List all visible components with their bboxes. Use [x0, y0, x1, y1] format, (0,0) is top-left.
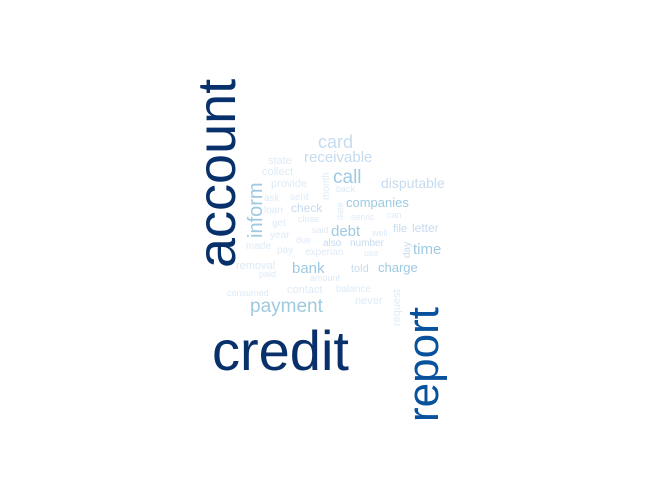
word-bank: bank [292, 260, 325, 277]
word-disputable: disputable [381, 175, 445, 191]
word-month: month [321, 172, 332, 200]
word-back: back [336, 184, 356, 194]
word-collect: collect [262, 166, 293, 178]
word-due: due [296, 235, 311, 245]
word-call: call [333, 167, 362, 188]
word-request: request [391, 289, 403, 326]
word-charge: charge [378, 260, 418, 275]
word-never: never [355, 295, 383, 307]
word-file: file [393, 223, 407, 235]
word-loan: loan [264, 205, 283, 216]
word-contact: contact [287, 284, 322, 296]
word-use: use [364, 248, 379, 258]
word-paid: paid [259, 269, 276, 279]
word-credit: credit [212, 319, 349, 382]
word-told: told [351, 263, 369, 275]
word-made: made [246, 241, 271, 252]
word-servic: servic [351, 212, 375, 222]
word-consumed: consumed [227, 288, 269, 298]
word-report: report [399, 307, 448, 422]
word-experian: experian [305, 247, 343, 258]
word-amount: amount [310, 273, 341, 283]
word-removal: removal [236, 260, 275, 272]
word-payment: payment [250, 296, 324, 317]
word-receivable: receivable [304, 149, 372, 166]
word-companies: companies [346, 195, 409, 210]
word-provide: provide [271, 178, 307, 190]
word-said: said [312, 225, 329, 235]
word-debt: debt [331, 223, 361, 240]
word-date: date [335, 202, 345, 220]
word-letter: letter [412, 221, 439, 235]
word-check: check [291, 201, 323, 215]
word-can: can [387, 210, 402, 220]
word-time: time [413, 241, 441, 258]
word-also: also [323, 238, 342, 249]
word-number: number [350, 238, 385, 249]
word-get: get [272, 218, 286, 229]
word-day: day [402, 242, 413, 258]
word-pay: pay [277, 245, 293, 256]
word-year: year [270, 230, 290, 241]
word-state: state [268, 155, 292, 167]
word-ask: ask [264, 193, 281, 204]
word-well: well [371, 228, 388, 238]
word-account: account [187, 79, 247, 268]
word-balance: balance [336, 284, 371, 295]
word-close: close [298, 214, 319, 224]
word-card: card [318, 132, 353, 152]
word-inform: inform [245, 182, 267, 238]
word-sent: sent [290, 192, 309, 203]
